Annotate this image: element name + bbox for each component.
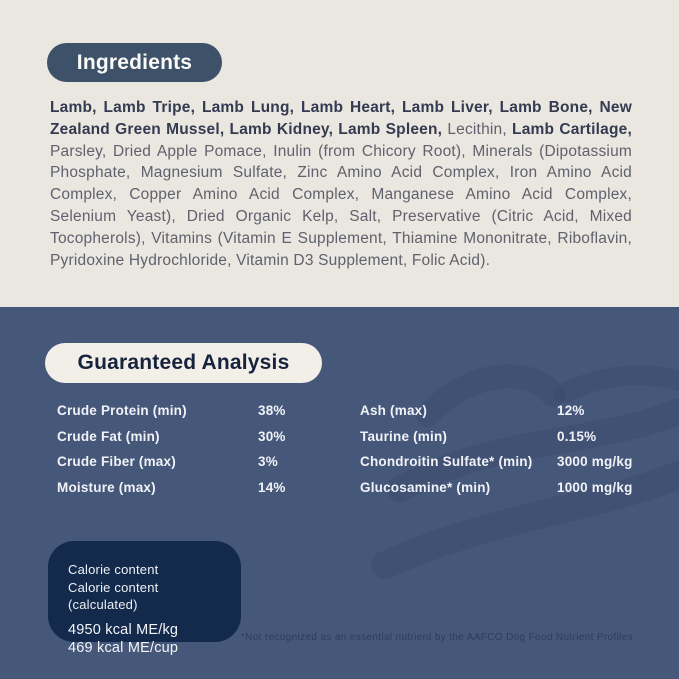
analysis-row-value: 3% (258, 454, 278, 470)
calorie-content-label: Calorie content (68, 562, 159, 577)
analysis-table-right-column: Ash (max) 12% Taurine (min) 0.15% Chondr… (360, 398, 633, 500)
ingredients-segment-cartilage: Lamb Cartilage, (512, 120, 633, 138)
analysis-row-value: 12% (557, 403, 585, 419)
guaranteed-analysis-heading-pill: Guaranteed Analysis (45, 343, 322, 383)
ingredients-segment-primary: Lamb, Lamb Tripe, Lamb Lung, Lamb Heart,… (50, 99, 632, 138)
calorie-content-calculated-label: Calorie content (calculated) (68, 579, 159, 613)
aafco-footnote: *Not recognized as an essential nutrient… (240, 632, 633, 643)
ingredients-section: Ingredients Lamb, Lamb Tripe, Lamb Lung,… (0, 0, 679, 307)
analysis-row-label: Chondroitin Sulfate* (min) (360, 454, 533, 470)
analysis-row-value: 0.15% (557, 428, 597, 444)
analysis-row-value: 1000 mg/kg (557, 479, 633, 495)
calorie-value-kg: 4950 kcal ME/kg (68, 621, 179, 638)
analysis-row-value: 30% (258, 428, 286, 444)
analysis-row-label: Crude Fiber (max) (57, 454, 176, 470)
analysis-table-left-column: Crude Protein (min) 38% Crude Fat (min) … (57, 398, 286, 500)
ingredients-title: Ingredients (76, 50, 193, 74)
analysis-row-value: 38% (258, 403, 286, 419)
analysis-row-label: Crude Fat (min) (57, 428, 160, 444)
ingredients-heading-pill: Ingredients (47, 43, 222, 82)
calorie-content-box: Calorie content Calorie content (calcula… (48, 541, 241, 656)
analysis-row-label: Taurine (min) (360, 428, 448, 444)
guaranteed-analysis-title: Guaranteed Analysis (77, 351, 290, 374)
guaranteed-analysis-section: Guaranteed Analysis Crude Protein (min) … (0, 307, 679, 679)
calorie-values: 4950 kcal ME/kg 469 kcal ME/cup (68, 621, 227, 658)
analysis-row-label: Crude Protein (min) (57, 403, 187, 419)
analysis-row-value: 3000 mg/kg (557, 454, 633, 470)
ingredients-segment-remainder: Parsley, Dried Apple Pomace, Inulin (fro… (50, 142, 632, 269)
analysis-row-label: Glucosamine* (min) (360, 479, 491, 495)
ingredients-text: Lamb, Lamb Tripe, Lamb Lung, Lamb Heart,… (50, 97, 632, 271)
ingredients-segment-lecithin: Lecithin, (447, 120, 513, 138)
analysis-row-label: Moisture (max) (57, 479, 156, 495)
calorie-value-cup: 469 kcal ME/cup (68, 640, 179, 656)
analysis-row-label: Ash (max) (360, 403, 428, 419)
analysis-row-value: 14% (258, 479, 286, 495)
